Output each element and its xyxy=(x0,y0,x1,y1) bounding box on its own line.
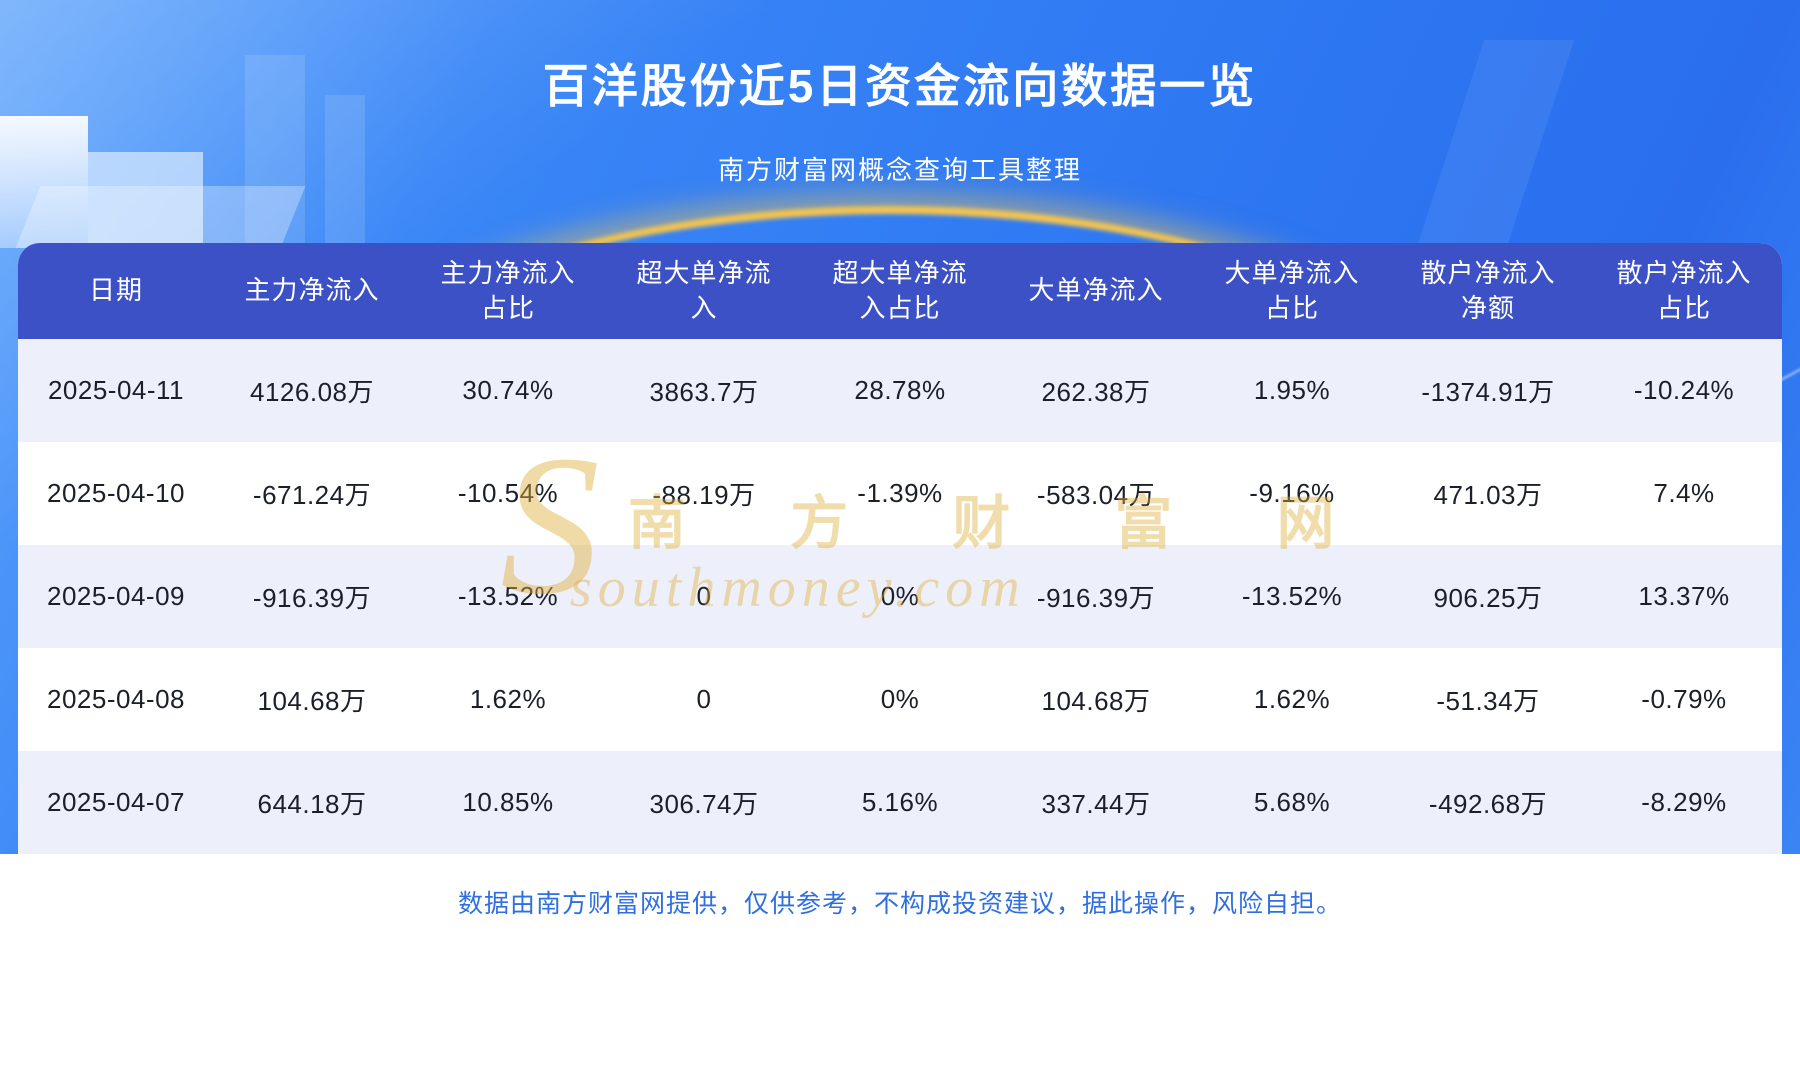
table-row: 2025-04-11 4126.08万 30.74% 3863.7万 28.78% 262… xyxy=(18,339,1782,442)
table-cell: -10.54% xyxy=(457,478,559,508)
table-cell: 0% xyxy=(880,684,920,714)
column-header: 大单净流入 xyxy=(1028,275,1164,306)
table-cell: -8.29% xyxy=(1641,787,1727,817)
table-cell: 7.4% xyxy=(1653,478,1715,508)
table-cell: -13.52% xyxy=(457,581,559,611)
table-cell: 10.85% xyxy=(462,787,554,817)
background-streak xyxy=(245,55,305,250)
table-cell: 1.62% xyxy=(469,684,547,714)
column-header: 散户净流入净额 xyxy=(1420,257,1556,323)
background-building-shape xyxy=(15,186,306,248)
fund-flow-table: 日期 主力净流入 主力净流入占比 超大单净流入 超大单净流入占比 大单净流入 大单净流入占比… xyxy=(18,243,1782,854)
table-cell: 2025-04-08 xyxy=(47,684,185,714)
background-building-shape xyxy=(0,116,88,248)
table-cell: -671.24万 xyxy=(252,480,372,510)
column-header: 散户净流入占比 xyxy=(1616,257,1752,323)
table-header-row: 日期 主力净流入 主力净流入占比 超大单净流入 超大单净流入占比 大单净流入 大单净流入占比… xyxy=(18,243,1782,339)
table-cell: 644.18万 xyxy=(257,789,367,819)
background-building-shape xyxy=(88,152,203,248)
table-cell: 4126.08万 xyxy=(250,377,374,407)
table-cell: 262.38万 xyxy=(1041,377,1151,407)
table-cell: 471.03万 xyxy=(1433,480,1543,510)
table-cell: 5.68% xyxy=(1253,787,1331,817)
background-streak xyxy=(325,95,365,250)
table-cell: -916.39万 xyxy=(1036,583,1156,613)
table-row: 2025-04-07 644.18万 10.85% 306.74万 5.16% 337.4… xyxy=(18,751,1782,854)
table-cell: 104.68万 xyxy=(257,686,367,716)
table-cell: 0 xyxy=(696,581,712,611)
gold-arc-decoration xyxy=(225,206,1555,846)
table-cell: -583.04万 xyxy=(1036,480,1156,510)
table-row: 2025-04-10 -671.24万 -10.54% -88.19万 -1.39% -5… xyxy=(18,442,1782,545)
footer: 数据由南方财富网提供，仅供参考，不构成投资建议，据此操作，风险自担。 xyxy=(0,854,1800,1068)
table-cell: -88.19万 xyxy=(652,480,756,510)
table-row: 2025-04-09 -916.39万 -13.52% 0 0% -916.39万 -13.… xyxy=(18,545,1782,648)
table-cell: -51.34万 xyxy=(1436,686,1540,716)
table-cell: -1.39% xyxy=(857,478,943,508)
column-header: 超大单净流入占比 xyxy=(832,257,968,323)
table-cell: 5.16% xyxy=(861,787,939,817)
table-cell: 0 xyxy=(696,684,712,714)
table-cell: 306.74万 xyxy=(649,789,759,819)
table-cell: 2025-04-09 xyxy=(47,581,185,611)
column-header: 主力净流入占比 xyxy=(440,257,576,323)
table-row: 2025-04-08 104.68万 1.62% 0 0% 104.68万 1.62% -51… xyxy=(18,648,1782,751)
table-cell: -13.52% xyxy=(1241,581,1343,611)
table-cell: -9.16% xyxy=(1249,478,1335,508)
table-cell: -10.24% xyxy=(1633,375,1735,405)
table-cell: 13.37% xyxy=(1638,581,1730,611)
table-cell: 2025-04-10 xyxy=(47,478,185,508)
column-header: 主力净流入 xyxy=(244,275,380,306)
table-cell: -1374.91万 xyxy=(1421,377,1555,407)
table-cell: 2025-04-11 xyxy=(47,375,185,405)
column-header: 大单净流入占比 xyxy=(1224,257,1360,323)
table-cell: 1.62% xyxy=(1253,684,1331,714)
column-header: 日期 xyxy=(88,275,143,306)
table-cell: 0% xyxy=(880,581,920,611)
disclaimer-text: 数据由南方财富网提供，仅供参考，不构成投资建议，据此操作，风险自担。 xyxy=(457,890,1342,918)
table-cell: 28.78% xyxy=(854,375,946,405)
table-cell: 3863.7万 xyxy=(649,377,759,407)
table-cell: 104.68万 xyxy=(1041,686,1151,716)
table-cell: -0.79% xyxy=(1641,684,1727,714)
table-cell: -916.39万 xyxy=(252,583,372,613)
table-body: 2025-04-11 4126.08万 30.74% 3863.7万 28.78% 262… xyxy=(18,339,1782,854)
table-cell: 2025-04-07 xyxy=(47,787,185,817)
page-subtitle: 南方财富网概念查询工具整理 xyxy=(717,155,1082,185)
table-cell: 30.74% xyxy=(462,375,554,405)
column-header: 超大单净流入 xyxy=(636,257,772,323)
page-title: 百洋股份近5日资金流向数据一览 xyxy=(542,60,1258,112)
table-cell: 337.44万 xyxy=(1041,789,1151,819)
table-cell: 1.95% xyxy=(1253,375,1331,405)
table-cell: 906.25万 xyxy=(1433,583,1543,613)
table-cell: -492.68万 xyxy=(1428,789,1548,819)
